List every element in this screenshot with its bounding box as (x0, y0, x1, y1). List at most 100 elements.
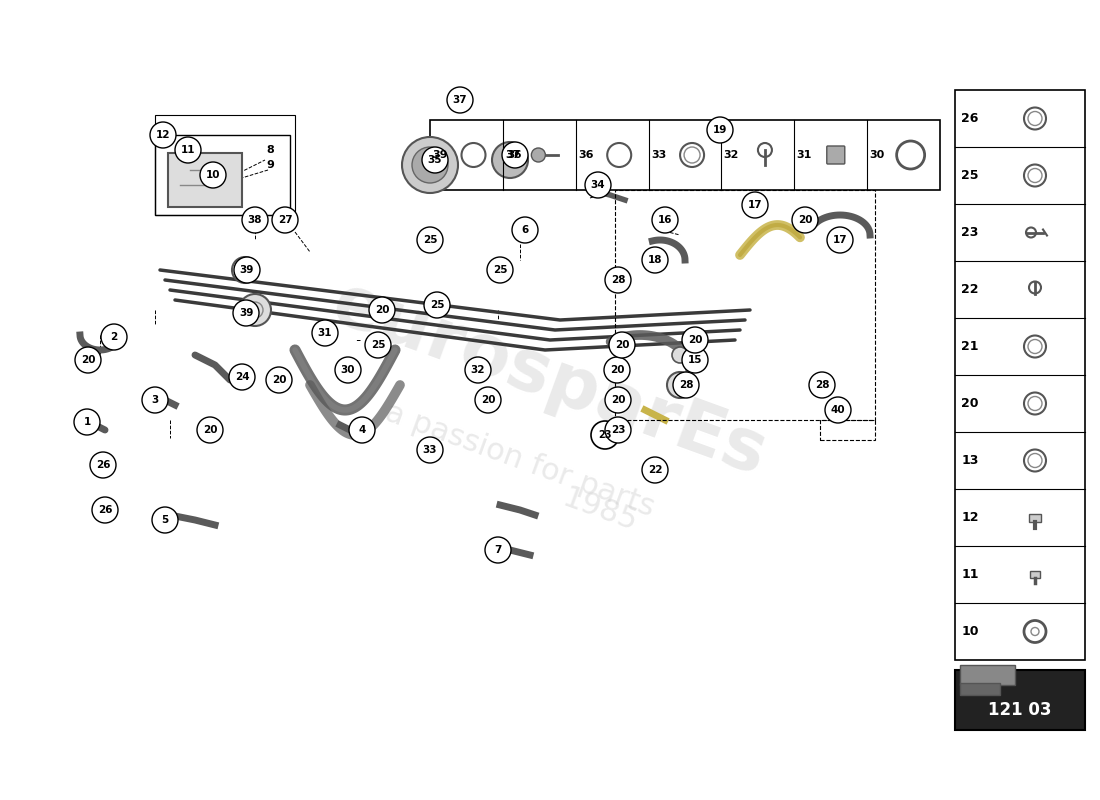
Text: 26: 26 (961, 112, 979, 125)
Circle shape (239, 294, 271, 326)
Circle shape (512, 217, 538, 243)
Text: 25: 25 (430, 300, 444, 310)
Circle shape (647, 462, 663, 478)
Text: 38: 38 (248, 215, 262, 225)
Circle shape (417, 437, 443, 463)
Circle shape (266, 367, 292, 393)
Text: 39: 39 (239, 308, 253, 318)
Text: 20: 20 (202, 425, 218, 435)
Text: 39: 39 (432, 150, 448, 160)
Circle shape (682, 327, 708, 353)
Text: 20: 20 (688, 335, 702, 345)
Circle shape (242, 207, 268, 233)
Circle shape (336, 357, 361, 383)
Text: 27: 27 (277, 215, 293, 225)
Text: 28: 28 (815, 380, 829, 390)
Text: 23: 23 (610, 425, 625, 435)
Circle shape (742, 192, 768, 218)
Text: 10: 10 (961, 625, 979, 638)
Circle shape (90, 452, 116, 478)
Text: 21: 21 (961, 340, 979, 353)
Circle shape (531, 148, 546, 162)
Circle shape (229, 364, 255, 390)
Circle shape (682, 347, 708, 373)
FancyBboxPatch shape (960, 665, 1015, 685)
Text: 1: 1 (84, 417, 90, 427)
Circle shape (412, 147, 448, 183)
Text: 40: 40 (830, 405, 845, 415)
Circle shape (604, 357, 630, 383)
Text: 4: 4 (359, 425, 365, 435)
Text: 121 03: 121 03 (988, 701, 1052, 719)
Circle shape (707, 117, 733, 143)
Text: 8: 8 (266, 145, 274, 155)
Circle shape (808, 372, 835, 398)
Circle shape (605, 417, 631, 443)
FancyBboxPatch shape (955, 670, 1085, 730)
Text: 25: 25 (493, 265, 507, 275)
Text: 31: 31 (318, 328, 332, 338)
Circle shape (642, 247, 668, 273)
Text: 36: 36 (578, 150, 594, 160)
FancyBboxPatch shape (430, 120, 940, 190)
Circle shape (175, 137, 201, 163)
Text: 9: 9 (266, 160, 274, 170)
Text: 35: 35 (428, 155, 442, 165)
FancyBboxPatch shape (1028, 514, 1041, 522)
Circle shape (673, 372, 698, 398)
Text: 20: 20 (610, 395, 625, 405)
Text: 17: 17 (833, 235, 847, 245)
Circle shape (197, 417, 223, 443)
Text: 37: 37 (453, 95, 468, 105)
Text: 20: 20 (961, 397, 979, 410)
Text: 12: 12 (156, 130, 170, 140)
Circle shape (150, 122, 176, 148)
Text: 23: 23 (598, 430, 612, 440)
Text: 33: 33 (422, 445, 438, 455)
Text: 26: 26 (98, 505, 112, 515)
Text: 10: 10 (206, 170, 220, 180)
FancyBboxPatch shape (955, 90, 1085, 660)
Text: 28: 28 (679, 380, 693, 390)
Circle shape (492, 142, 528, 178)
Circle shape (605, 387, 631, 413)
Text: 3: 3 (152, 395, 158, 405)
Circle shape (502, 142, 528, 168)
Text: 36: 36 (508, 150, 522, 160)
Circle shape (152, 507, 178, 533)
Circle shape (402, 137, 458, 193)
Circle shape (605, 267, 631, 293)
Circle shape (75, 347, 101, 373)
Text: 18: 18 (648, 255, 662, 265)
FancyBboxPatch shape (1030, 570, 1040, 578)
Circle shape (487, 257, 513, 283)
Text: 2: 2 (110, 332, 118, 342)
Circle shape (475, 387, 500, 413)
Text: 22: 22 (648, 465, 662, 475)
Circle shape (74, 409, 100, 435)
Circle shape (447, 87, 473, 113)
FancyBboxPatch shape (827, 146, 845, 164)
Text: 20: 20 (272, 375, 286, 385)
Circle shape (272, 207, 298, 233)
Circle shape (142, 387, 168, 413)
Circle shape (101, 324, 127, 350)
Circle shape (642, 457, 668, 483)
Text: 12: 12 (961, 511, 979, 524)
Circle shape (667, 372, 693, 398)
Text: 23: 23 (961, 226, 979, 239)
Text: 25: 25 (371, 340, 385, 350)
Circle shape (422, 147, 448, 173)
Text: 15: 15 (688, 355, 702, 365)
Text: 11: 11 (961, 568, 979, 581)
Text: 6: 6 (521, 225, 529, 235)
Text: 25: 25 (961, 169, 979, 182)
Text: 5: 5 (162, 515, 168, 525)
Circle shape (234, 257, 260, 283)
Text: 25: 25 (422, 235, 438, 245)
Text: 30: 30 (341, 365, 355, 375)
Text: 37: 37 (505, 150, 520, 160)
Circle shape (465, 357, 491, 383)
Text: 11: 11 (180, 145, 196, 155)
Text: a passion for parts: a passion for parts (382, 398, 659, 522)
